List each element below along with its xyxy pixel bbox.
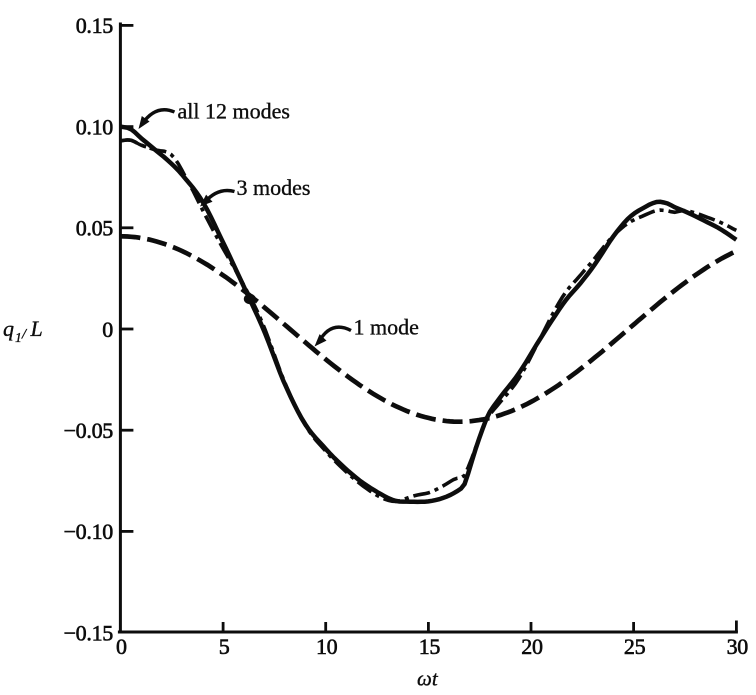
- svg-text:0: 0: [116, 634, 127, 659]
- svg-text:30: 30: [727, 634, 749, 659]
- svg-text:1: 1: [15, 330, 22, 345]
- svg-text:3 modes: 3 modes: [237, 175, 311, 200]
- svg-text:/: /: [21, 327, 28, 343]
- svg-text:−0.05: −0.05: [64, 418, 114, 443]
- svg-text:5: 5: [219, 634, 230, 659]
- svg-text:15: 15: [419, 634, 441, 659]
- svg-text:L: L: [30, 316, 43, 341]
- svg-text:0.05: 0.05: [76, 216, 114, 241]
- svg-text:all 12 modes: all 12 modes: [178, 99, 290, 124]
- svg-text:ωt: ωt: [417, 667, 439, 691]
- svg-text:25: 25: [624, 634, 646, 659]
- svg-text:−0.10: −0.10: [64, 519, 114, 544]
- svg-text:q: q: [3, 316, 14, 341]
- svg-text:20: 20: [521, 634, 543, 659]
- svg-text:0: 0: [102, 317, 113, 342]
- svg-text:10: 10: [316, 634, 338, 659]
- svg-text:−0.15: −0.15: [64, 620, 114, 645]
- svg-text:1 mode: 1 mode: [354, 315, 419, 340]
- svg-text:0.10: 0.10: [76, 114, 114, 139]
- svg-text:0.15: 0.15: [76, 13, 114, 38]
